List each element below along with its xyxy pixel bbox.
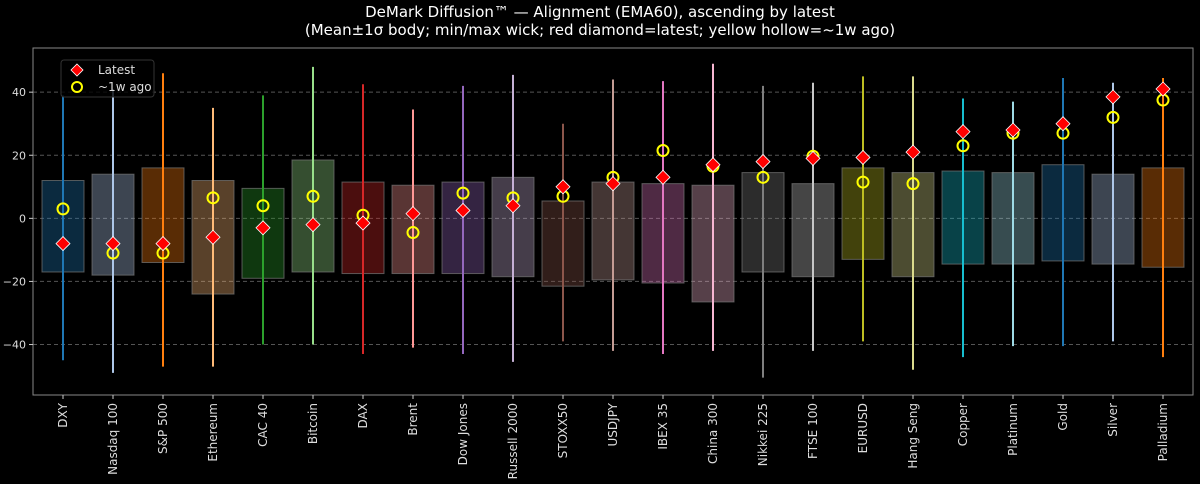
legend: Latest ~1w ago: [60, 59, 155, 98]
latest-marker: [1055, 116, 1071, 132]
latest-marker: [405, 206, 421, 222]
latest-marker: [505, 198, 521, 214]
category-dax: [341, 84, 385, 354]
x-tick-label: Ethereum: [206, 403, 220, 462]
latest-marker: [805, 150, 821, 166]
x-tick-label: Dow Jones: [456, 403, 470, 465]
latest-marker: [855, 149, 871, 166]
x-tick-label: DXY: [56, 402, 70, 427]
latest-marker: [1155, 81, 1171, 97]
prev-marker: [56, 202, 70, 216]
x-tick-label: Hang Seng: [906, 403, 920, 469]
prev-marker: [306, 189, 320, 203]
legend-prev-marker: [71, 81, 83, 93]
latest-marker: [755, 153, 771, 170]
x-tick-label: EURUSD: [856, 403, 870, 453]
legend-latest-marker: [70, 63, 84, 77]
latest-marker: [55, 236, 71, 252]
x-tick-label: Brent: [406, 403, 420, 436]
category-palladium: [1141, 77, 1185, 358]
latest-marker: [355, 215, 371, 231]
x-tick-label: S&P 500: [156, 403, 170, 454]
legend-prev-label: ~1w ago: [98, 80, 152, 94]
category-eurusd: [841, 76, 885, 342]
y-tick-label: −20: [3, 275, 26, 288]
category-platinum: [991, 101, 1035, 347]
prev-marker: [756, 170, 770, 184]
category-russell-2000: [491, 74, 535, 362]
latest-marker: [455, 202, 471, 219]
prev-marker: [256, 199, 270, 213]
latest-marker: [305, 217, 321, 233]
x-tick-label: USDJPY: [606, 402, 620, 446]
latest-marker: [1105, 89, 1121, 105]
category-s-p-500: [141, 73, 185, 367]
legend-box: [60, 59, 155, 98]
category-china-300: [691, 63, 735, 351]
y-tick-label: 0: [19, 212, 26, 225]
prev-marker: [956, 139, 970, 153]
latest-marker: [905, 144, 921, 160]
category-bitcoin: [291, 66, 335, 345]
category-brent: [391, 109, 435, 348]
category-ethereum: [191, 107, 235, 367]
category-dow-jones: [441, 85, 485, 354]
category-gold: [1041, 77, 1085, 347]
category-stoxx50: [541, 123, 585, 342]
latest-marker: [655, 169, 671, 185]
x-tick-label: CAC 40: [256, 403, 270, 447]
chart-subtitle: (Mean±1σ body; min/max wick; red diamond…: [305, 21, 895, 39]
category-hang-seng: [891, 76, 935, 370]
category-usdjpy: [591, 79, 635, 351]
y-tick-label: 20: [12, 149, 26, 162]
x-tick-label: Palladium: [1156, 403, 1170, 461]
x-tick-label: STOXX50: [556, 403, 570, 458]
latest-marker: [205, 229, 221, 245]
prev-marker: [656, 144, 670, 158]
y-tick-label: −40: [3, 339, 26, 352]
x-tick-label: Bitcoin: [306, 403, 320, 444]
x-tick-label: Silver: [1106, 403, 1120, 437]
latest-marker: [1005, 122, 1021, 138]
prev-marker: [206, 191, 220, 205]
latest-marker: [155, 236, 171, 252]
category-ibex-35: [641, 81, 685, 354]
prev-marker: [856, 175, 870, 189]
category-silver: [1091, 82, 1135, 342]
prev-marker: [906, 177, 920, 191]
x-tick-label: IBEX 35: [656, 403, 670, 450]
latest-marker: [955, 124, 971, 140]
latest-marker: [605, 176, 621, 192]
y-tick-label: 40: [12, 86, 26, 99]
x-tick-label: Nikkei 225: [756, 403, 770, 466]
latest-marker: [705, 157, 721, 173]
category-cac-40: [241, 95, 285, 345]
prev-marker: [1106, 110, 1120, 124]
category-nasdaq-100: [91, 89, 135, 373]
chart-title: DeMark Diffusion™ — Alignment (EMA60), a…: [365, 3, 835, 21]
category-ftse-100: [791, 82, 835, 351]
prev-marker: [406, 226, 420, 240]
x-tick-label: China 300: [706, 403, 720, 464]
x-tick-label: DAX: [356, 403, 370, 428]
category-nikkei-225: [741, 85, 785, 378]
category-dxy: [41, 95, 85, 361]
x-tick-label: Nasdaq 100: [106, 403, 120, 475]
x-tick-label: FTSE 100: [806, 403, 820, 459]
legend-latest-label: Latest: [98, 63, 135, 77]
prev-marker: [456, 186, 470, 200]
category-copper: [941, 98, 985, 358]
x-tick-label: Russell 2000: [506, 403, 520, 479]
latest-marker: [105, 236, 121, 252]
latest-marker: [255, 220, 271, 236]
latest-marker: [555, 179, 571, 195]
x-tick-label: Copper: [956, 403, 970, 446]
x-tick-label: Platinum: [1006, 403, 1020, 456]
x-tick-label: Gold: [1056, 403, 1070, 431]
